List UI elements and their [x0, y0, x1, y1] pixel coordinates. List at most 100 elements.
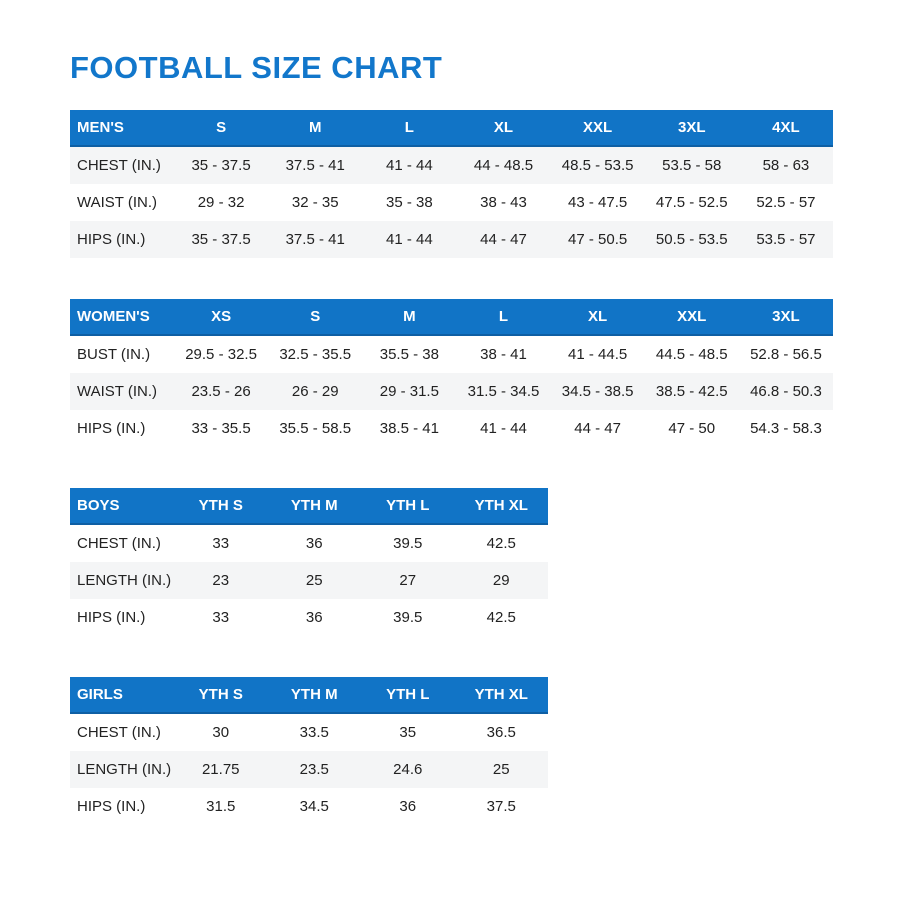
boys-size-header-cell: YTH XL	[474, 497, 528, 514]
row-label-cell: LENGTH (IN.)	[77, 761, 172, 778]
girls-size-table: GIRLS YTH S YTH M YTH L YTH XL CHEST (IN.) 30…	[70, 677, 548, 825]
mens-size-table: MEN'S S M L XL XXL 3XL 4XL CHEST (IN.) 35 - 37.5…	[70, 110, 833, 258]
boys-table-title-cell: BOYS	[77, 497, 120, 514]
value-cell: 27	[399, 572, 417, 589]
value-cell: 44 - 47	[574, 420, 621, 437]
value-cell: 35 - 37.5	[191, 231, 251, 248]
value-cell: 33.5	[299, 724, 329, 741]
row-label-cell: HIPS (IN.)	[77, 609, 146, 626]
mens-size-header-cell: L	[404, 119, 414, 136]
value-cell: 36	[305, 535, 323, 552]
value-cell: 36	[305, 609, 323, 626]
boys-size-table: BOYS YTH S YTH M YTH L YTH XL CHEST (IN.) 33 3…	[70, 488, 548, 636]
value-cell: 26 - 29	[291, 383, 339, 400]
value-cell: 46.8 - 50.3	[750, 383, 822, 400]
value-cell: 43 - 47.5	[568, 194, 628, 211]
womens-size-header-cell: XS	[211, 308, 232, 325]
value-cell: 38 - 41	[480, 346, 527, 363]
value-cell: 39.5	[393, 535, 423, 552]
row-label-cell: CHEST (IN.)	[77, 157, 161, 174]
womens-size-header-cell: M	[403, 308, 416, 325]
value-cell: 37.5	[486, 798, 516, 815]
mens-size-header-cell: S	[216, 119, 227, 136]
womens-table-row: WAIST (IN.) 23.5 - 26 26 - 29 29 - 31.5 31.5…	[70, 373, 833, 410]
value-cell: 44 - 48.5	[473, 157, 534, 174]
value-cell: 39.5	[393, 609, 423, 626]
value-cell: 24.6	[393, 761, 423, 778]
boys-table-row: LENGTH (IN.) 23 25 27 29	[70, 562, 548, 599]
value-cell: 53.5 - 58	[662, 157, 722, 174]
value-cell: 58 - 63	[762, 157, 810, 174]
mens-size-header-cell: XXL	[583, 119, 613, 136]
boys-size-header-cell: YTH S	[198, 497, 243, 514]
girls-table-row: CHEST (IN.) 30 33.5 35 36.5	[70, 713, 548, 751]
value-cell: 42.5	[486, 609, 516, 626]
mens-size-header-cell: 3XL	[678, 119, 706, 136]
value-cell: 48.5 - 53.5	[561, 157, 634, 174]
value-cell: 41 - 44.5	[568, 346, 628, 363]
value-cell: 38.5 - 42.5	[655, 383, 728, 400]
girls-header-row: GIRLS YTH S YTH M YTH L YTH XL	[70, 677, 548, 713]
value-cell: 23.5	[299, 761, 329, 778]
value-cell: 31.5 - 34.5	[467, 383, 540, 400]
value-cell: 21.75	[201, 761, 240, 778]
value-cell: 23.5 - 26	[191, 383, 251, 400]
value-cell: 41 - 44	[386, 157, 433, 174]
mens-size-header-cell: XL	[493, 119, 514, 136]
womens-size-header-cell: 3XL	[772, 308, 800, 325]
value-cell: 47 - 50	[668, 420, 716, 437]
row-label-cell: HIPS (IN.)	[77, 231, 146, 248]
value-cell: 35.5 - 58.5	[279, 420, 352, 437]
womens-table-row: BUST (IN.) 29.5 - 32.5 32.5 - 35.5 35.5 - 3…	[70, 335, 833, 373]
row-label-cell: HIPS (IN.)	[77, 420, 146, 437]
mens-size-header-cell: 4XL	[772, 119, 800, 136]
value-cell: 23	[212, 572, 230, 589]
row-label-cell: HIPS (IN.)	[77, 798, 146, 815]
womens-size-header-cell: S	[310, 308, 321, 325]
value-cell: 41 - 44	[386, 231, 433, 248]
value-cell: 25	[305, 572, 323, 589]
value-cell: 29 - 32	[197, 194, 245, 211]
value-cell: 33	[212, 535, 230, 552]
value-cell: 34.5	[299, 798, 329, 815]
value-cell: 47.5 - 52.5	[655, 194, 728, 211]
value-cell: 50.5 - 53.5	[655, 231, 728, 248]
value-cell: 29 - 31.5	[379, 383, 439, 400]
value-cell: 29	[492, 572, 510, 589]
row-label-cell: BUST (IN.)	[77, 346, 151, 363]
value-cell: 31.5	[206, 798, 236, 815]
value-cell: 42.5	[486, 535, 516, 552]
boys-size-header-cell: YTH M	[290, 497, 338, 514]
value-cell: 38.5 - 41	[379, 420, 439, 437]
womens-size-header-cell: XL	[588, 308, 608, 325]
mens-table-row: WAIST (IN.) 29 - 32 32 - 35 35 - 38 38 - 43 4…	[70, 184, 833, 221]
value-cell: 37.5 - 41	[285, 231, 345, 248]
row-label-cell: LENGTH (IN.)	[77, 572, 172, 589]
womens-table-row: HIPS (IN.) 33 - 35.5 35.5 - 58.5 38.5 - 41 4…	[70, 410, 833, 447]
mens-table-row: HIPS (IN.) 35 - 37.5 37.5 - 41 41 - 44 44 - …	[70, 221, 833, 258]
value-cell: 30	[212, 724, 230, 741]
girls-table-title-cell: GIRLS	[77, 686, 123, 703]
value-cell: 32 - 35	[291, 194, 339, 211]
boys-header-row: BOYS YTH S YTH M YTH L YTH XL	[70, 488, 548, 524]
girls-size-header-cell: YTH XL	[474, 686, 528, 703]
womens-header-row: WOMEN'S XS S M L XL XXL 3XL	[70, 299, 833, 335]
womens-table-title-cell: WOMEN'S	[77, 308, 150, 325]
value-cell: 37.5 - 41	[285, 157, 345, 174]
womens-size-table: WOMEN'S XS S M L XL XXL 3XL BUST (IN.) 29.5 - 32…	[70, 299, 833, 447]
girls-size-header-cell: YTH S	[198, 686, 243, 703]
row-label-cell: CHEST (IN.)	[77, 724, 161, 741]
row-label-cell: WAIST (IN.)	[77, 194, 157, 211]
girls-size-header-cell: YTH M	[290, 686, 338, 703]
value-cell: 47 - 50.5	[568, 231, 628, 248]
value-cell: 33 - 35.5	[191, 420, 251, 437]
boys-table-row: CHEST (IN.) 33 36 39.5 42.5	[70, 524, 548, 562]
value-cell: 53.5 - 57	[756, 231, 816, 248]
value-cell: 35.5 - 38	[379, 346, 439, 363]
value-cell: 25	[492, 761, 510, 778]
value-cell: 34.5 - 38.5	[561, 383, 634, 400]
mens-table-title-cell: MEN'S	[77, 119, 124, 136]
value-cell: 44 - 47	[480, 231, 527, 248]
row-label-cell: WAIST (IN.)	[77, 383, 157, 400]
